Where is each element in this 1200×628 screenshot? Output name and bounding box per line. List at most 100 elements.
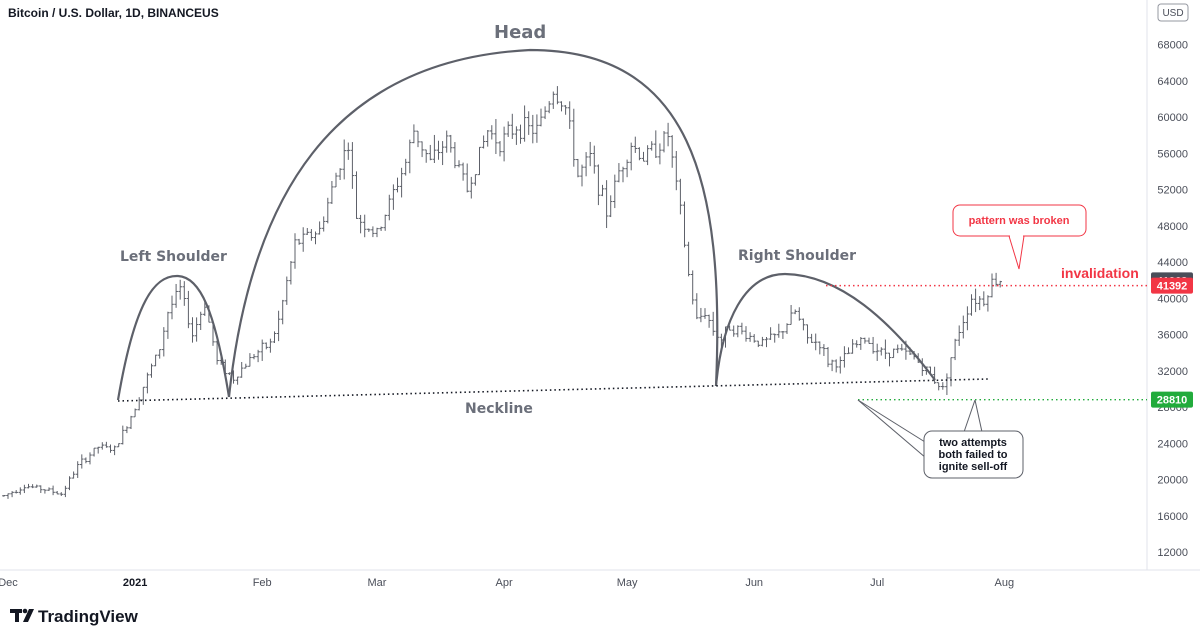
ohlc-bar	[850, 339, 855, 354]
y-tick-label: 48000	[1157, 221, 1188, 233]
ohlc-bar	[125, 426, 129, 434]
y-tick-label: 40000	[1157, 293, 1188, 305]
ohlc-bar	[432, 134, 437, 164]
ohlc-bar	[818, 341, 822, 355]
ohlc-bar	[518, 124, 523, 144]
ohlc-bar	[998, 280, 1002, 288]
ohlc-bar	[678, 178, 683, 215]
ohlc-bar	[838, 356, 843, 374]
ohlc-bar	[55, 490, 59, 495]
ohlc-bar	[936, 382, 941, 391]
ohlc-bar	[535, 114, 539, 143]
ohlc-bar	[809, 333, 814, 343]
ohlc-bar	[645, 145, 650, 166]
ohlc-bar	[30, 484, 35, 489]
ohlc-bar	[777, 323, 781, 338]
ohlc-bar	[248, 353, 252, 367]
ohlc-bar	[334, 172, 338, 188]
ohlc-bar	[420, 141, 424, 158]
ohlc-bar	[699, 307, 703, 323]
right-shoulder-label: Right Shoulder	[738, 248, 856, 264]
ohlc-bar	[330, 180, 334, 204]
price-axis[interactable]: 1200016000200002400028000320003600040000…	[1157, 3, 1188, 559]
ohlc-bar	[186, 290, 191, 329]
head-curve	[227, 48, 719, 398]
invalidation-label: invalidation	[1061, 265, 1139, 281]
ohlc-bar	[297, 238, 301, 245]
ohlc-bar	[280, 299, 285, 325]
ohlc-bar	[637, 147, 642, 161]
x-tick-label: Mar	[368, 577, 387, 589]
ohlc-bar	[768, 327, 773, 340]
ohlc-bar	[75, 461, 80, 478]
ohlc-bar	[244, 363, 248, 369]
currency-button-box[interactable]	[1157, 3, 1189, 22]
ohlc-bar	[71, 471, 76, 479]
ohlc-bar	[239, 361, 244, 378]
ohlc-bar	[658, 143, 662, 165]
ohlc-bar	[252, 354, 256, 360]
ohlc-bar	[805, 324, 810, 344]
ohlc-bar	[391, 184, 396, 210]
ohlc-bar	[354, 171, 359, 219]
ohlc-bar	[137, 397, 141, 411]
ohlc-bar	[567, 101, 572, 129]
attempts-line-1: two attempts	[939, 437, 1007, 449]
ohlc-bar	[522, 105, 527, 142]
ohlc-bar	[141, 386, 146, 405]
ohlc-bar	[498, 140, 502, 157]
ohlc-bar	[539, 108, 543, 127]
left-shoulder-curve	[116, 274, 231, 401]
ohlc-bar	[272, 331, 277, 343]
y-tick-label: 56000	[1157, 148, 1188, 160]
currency-button-label[interactable]: USD	[1162, 8, 1183, 19]
ohlc-bar	[289, 261, 293, 285]
ohlc-bar	[375, 227, 379, 238]
x-tick-label: Aug	[995, 577, 1015, 589]
x-tick-label: Jul	[870, 577, 884, 589]
ohlc-bar	[686, 241, 691, 277]
ohlc-bar	[621, 166, 625, 183]
ohlc-bar	[580, 164, 584, 187]
currency-button[interactable]: USD	[1157, 3, 1189, 22]
tradingview-logo-text: TradingView	[38, 607, 139, 626]
ohlc-bar	[490, 125, 494, 140]
ohlc-bar	[408, 139, 412, 174]
y-tick-label: 32000	[1157, 366, 1188, 378]
ohlc-bar	[797, 307, 802, 321]
ohlc-bar	[961, 315, 966, 339]
ohlc-bar	[149, 363, 154, 378]
attempt-pointer-1b	[857, 399, 927, 459]
ohlc-bar	[108, 444, 113, 453]
tradingview-logo[interactable]: TradingView	[10, 607, 139, 626]
ohlc-bar	[891, 348, 896, 359]
neckline-label: Neckline	[465, 401, 533, 417]
x-tick-label: Apr	[496, 577, 513, 589]
ohlc-bar	[100, 442, 105, 450]
ohlc-bar	[449, 134, 453, 153]
ohlc-bar	[416, 130, 420, 148]
ohlc-bar	[268, 338, 273, 353]
ohlc-bar	[10, 491, 14, 498]
ohlc-bar	[178, 279, 182, 300]
ohlc-bar	[674, 151, 679, 191]
y-tick-label: 20000	[1157, 475, 1188, 487]
ohlc-bar	[440, 141, 445, 166]
ohlc-bar	[662, 131, 666, 153]
ohlc-bar	[494, 119, 498, 154]
ohlc-bar	[600, 184, 605, 197]
ohlc-bar	[867, 337, 871, 344]
ohlc-bar	[744, 326, 748, 342]
ohlc-bar	[305, 228, 310, 236]
ohlc-bar	[321, 216, 326, 232]
ohlc-bar	[371, 226, 375, 238]
y-tick-label: 44000	[1157, 257, 1188, 269]
ohlc-bar	[941, 382, 945, 390]
pattern-broken-callout: pattern was broken	[952, 204, 1087, 270]
ohlc-bar	[469, 176, 474, 199]
ohlc-bar	[703, 308, 707, 319]
ohlc-bar	[412, 124, 416, 144]
time-axis[interactable]: Dec 2021 Feb Mar Apr May Jun Jul Aug	[0, 577, 1014, 589]
right-shoulder-curve	[714, 272, 936, 387]
ohlc-bar	[764, 336, 769, 348]
